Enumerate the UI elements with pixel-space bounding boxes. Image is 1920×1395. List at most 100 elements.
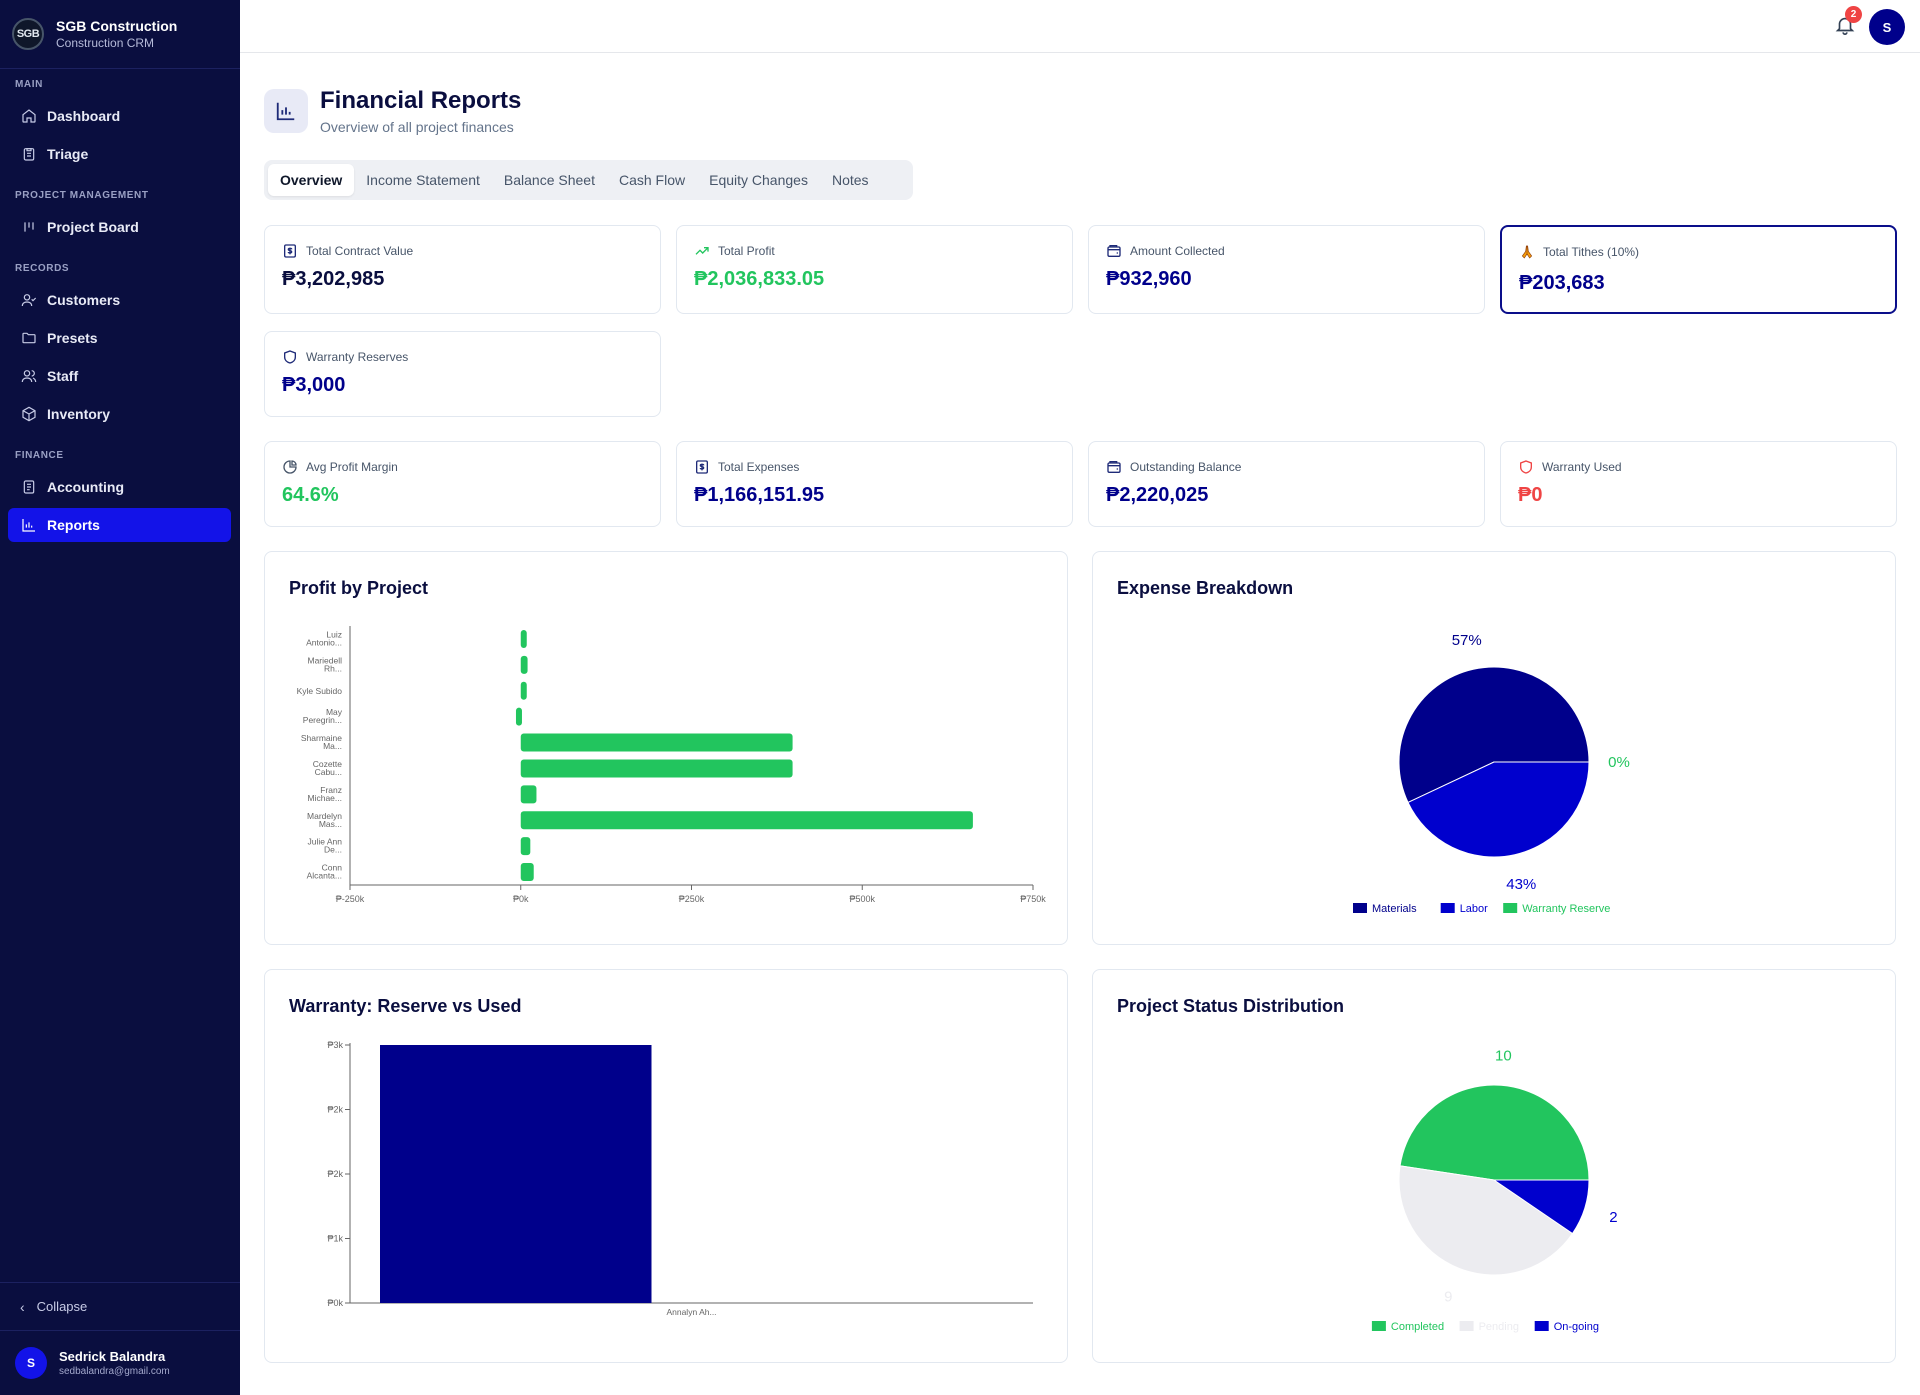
stat-value: ₱2,220,025: [1106, 484, 1209, 506]
receipt-icon: [696, 460, 708, 474]
brand-name: SGB Construction: [56, 18, 178, 34]
sidebar-item-customers[interactable]: Customers: [8, 283, 231, 317]
shield-icon: [284, 350, 296, 364]
y-tick-label: Luiz: [326, 629, 342, 639]
pie-slice: [1398, 1165, 1574, 1276]
y-tick-label: Sharmaine: [301, 733, 342, 743]
tab-equity-changes[interactable]: Equity Changes: [709, 172, 808, 188]
chart-title: Project Status Distribution: [1117, 996, 1345, 1016]
y-tick-label: Mariedell: [308, 655, 343, 665]
chart-card-expense-breakdown: Expense Breakdown 57% 43% 0% Materials Labor…: [1092, 551, 1896, 945]
y-tick-label: ₱3k: [327, 1040, 343, 1050]
collapse-button[interactable]: ‹ Collapse: [0, 1282, 240, 1330]
sidebar-item-reports[interactable]: Reports: [8, 508, 231, 542]
reports-icon: [264, 89, 308, 133]
legend-swatch: [1371, 1321, 1386, 1331]
y-tick-label: Julie Ann: [308, 837, 343, 847]
sidebar-item-presets[interactable]: Presets: [8, 321, 231, 355]
y-tick-label: May: [326, 707, 343, 717]
expense-breakdown-chart: 57% 43% 0% Materials Labor Warranty Reserve: [1353, 632, 1630, 915]
kanban-icon: [24, 222, 34, 232]
stat-value: ₱0: [1518, 484, 1543, 506]
folder-icon: [22, 332, 36, 344]
bar: [520, 759, 793, 778]
tab-overview[interactable]: Overview: [268, 164, 355, 196]
sidebar-item-inventory[interactable]: Inventory: [8, 397, 231, 431]
stat-label: Total Contract Value: [306, 244, 414, 258]
bar: [520, 837, 531, 856]
y-tick-label: De...: [324, 845, 342, 855]
sidebar-item-label: Presets: [47, 330, 98, 346]
sidebar-item-label: Customers: [47, 292, 121, 308]
sidebar-item-label: Reports: [47, 517, 100, 533]
topbar: 2 S: [240, 0, 1920, 53]
legend-label: Warranty Reserve: [1522, 903, 1610, 915]
tab-notes[interactable]: Notes: [831, 172, 869, 188]
x-tick-label: ₱750k: [1020, 894, 1046, 904]
praying-hands-icon: [1521, 245, 1533, 259]
y-tick-label: Peregrin...: [303, 715, 342, 725]
avatar[interactable]: S: [1869, 9, 1905, 45]
users-icon: [21, 370, 37, 383]
stat-value: ₱1,166,151.95: [694, 484, 825, 506]
y-tick-label: Antonio...: [306, 637, 342, 647]
chevron-left-icon: ‹: [20, 1298, 25, 1315]
avatar: S: [15, 1347, 47, 1379]
stat-card-amount-collected: Amount Collected ₱932,960: [1088, 225, 1485, 314]
bar: [520, 629, 527, 648]
stat-label: Total Expenses: [718, 460, 800, 474]
bar: [520, 655, 528, 674]
sidebar-item-label: Triage: [47, 146, 89, 162]
stat-label: Total Profit: [718, 244, 775, 258]
chart-title: Expense Breakdown: [1117, 578, 1294, 598]
bar-chart-icon: [22, 519, 35, 532]
sidebar-item-label: Staff: [47, 368, 79, 384]
user-profile[interactable]: S Sedrick Balandra sedbalandra@gmail.com: [0, 1330, 240, 1395]
x-tick-label: ₱500k: [849, 894, 875, 904]
chart-title: Warranty: Reserve vs Used: [289, 996, 522, 1016]
y-tick-label: Franz: [320, 785, 342, 795]
legend-swatch: [1503, 903, 1518, 913]
tab-balance-sheet[interactable]: Balance Sheet: [503, 172, 595, 188]
stat-value: ₱932,960: [1106, 268, 1192, 290]
stat-card-total-profit: Total Profit ₱2,036,833.05: [676, 225, 1073, 314]
pie-label: 43%: [1506, 876, 1536, 893]
brand-header[interactable]: SGB SGB Construction Construction CRM: [0, 0, 240, 69]
chart-title: Profit by Project: [289, 578, 429, 598]
y-tick-label: ₱2k: [327, 1105, 343, 1115]
y-tick-label: Kyle Subido: [297, 686, 343, 696]
y-tick-label: ₱1k: [327, 1234, 343, 1244]
brand-subtitle: Construction CRM: [56, 36, 155, 50]
tab-income-statement[interactable]: Income Statement: [366, 172, 480, 188]
x-tick-label: Annalyn Ah...: [666, 1307, 716, 1317]
pie-slice: [1399, 1084, 1590, 1181]
section-label-finance: FINANCE: [15, 450, 64, 461]
sidebar-item-label: Accounting: [47, 479, 124, 495]
collapse-label: Collapse: [36, 1299, 88, 1314]
sidebar-item-accounting[interactable]: Accounting: [8, 470, 231, 504]
sidebar: SGB SGB Construction Construction CRM MA…: [0, 0, 240, 1395]
stat-value: ₱203,683: [1519, 272, 1605, 294]
y-tick-label: Michae...: [308, 793, 343, 803]
bar: [520, 785, 537, 804]
pie-slice: [1407, 761, 1590, 858]
pie-chart-icon: [283, 460, 297, 474]
sidebar-item-dashboard[interactable]: Dashboard: [8, 99, 231, 133]
sidebar-item-label: Inventory: [47, 406, 111, 422]
stat-value: 64.6%: [282, 484, 339, 506]
y-tick-label: Mardelyn: [307, 811, 342, 821]
sidebar-item-staff[interactable]: Staff: [8, 359, 231, 393]
user-name: Sedrick Balandra: [59, 1349, 166, 1364]
trending-up-icon: [695, 247, 709, 255]
shield-alert-icon: [1520, 460, 1532, 474]
package-icon: [22, 406, 36, 422]
ledger-icon: [23, 480, 35, 494]
stat-label: Avg Profit Margin: [306, 460, 398, 474]
y-tick-label: ₱2k: [327, 1169, 343, 1179]
sidebar-item-project-board[interactable]: Project Board: [8, 210, 231, 244]
legend-label: On-going: [1554, 1321, 1599, 1333]
sidebar-item-triage[interactable]: Triage: [8, 137, 231, 171]
pie-slice: [1492, 1179, 1590, 1235]
tab-cash-flow[interactable]: Cash Flow: [618, 172, 686, 188]
pie-slice: [1398, 666, 1590, 804]
